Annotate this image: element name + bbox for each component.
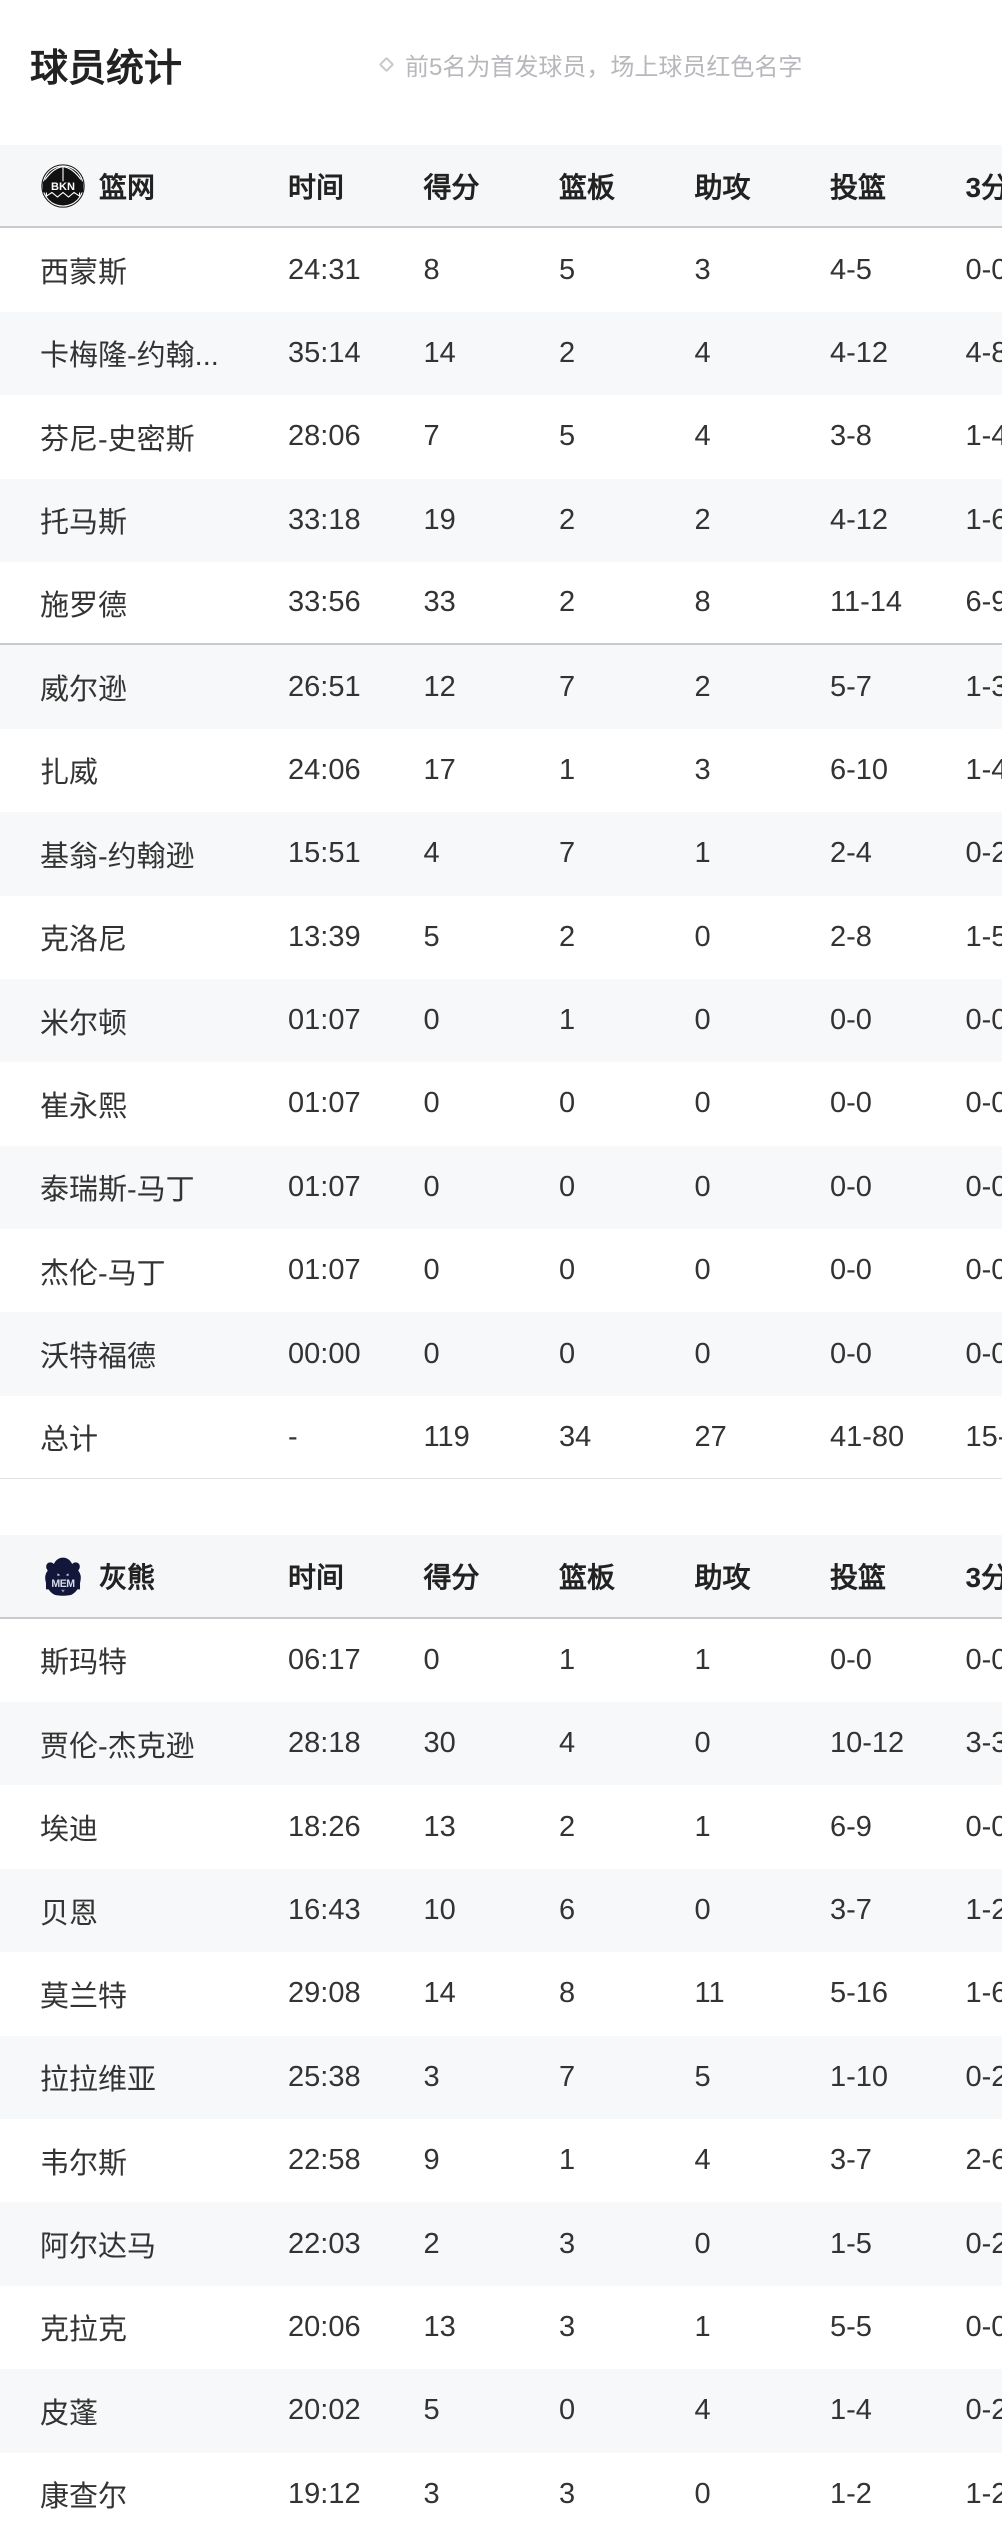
- svg-text:MEM: MEM: [51, 1578, 75, 1590]
- svg-text:BKN: BKN: [51, 181, 75, 193]
